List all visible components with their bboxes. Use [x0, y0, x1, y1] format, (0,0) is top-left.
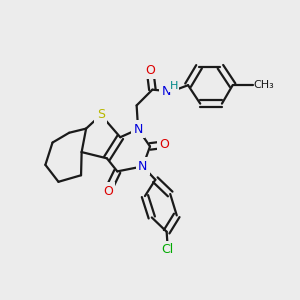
Text: CH₃: CH₃	[254, 80, 274, 90]
Text: O: O	[159, 138, 169, 151]
Text: O: O	[145, 64, 155, 77]
Text: N: N	[161, 85, 171, 98]
Text: O: O	[103, 184, 113, 197]
Text: N: N	[138, 160, 148, 173]
Text: Cl: Cl	[162, 243, 174, 256]
Text: S: S	[97, 108, 105, 122]
Text: H: H	[169, 81, 178, 91]
Text: N: N	[134, 123, 143, 136]
